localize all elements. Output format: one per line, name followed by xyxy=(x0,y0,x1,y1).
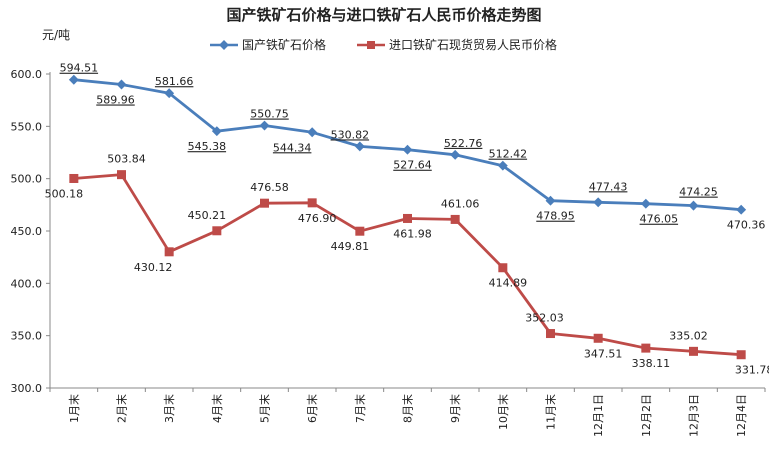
data-point-domestic xyxy=(354,141,365,152)
data-label-domestic: 527.64 xyxy=(393,159,432,172)
legend-label-domestic: 国产铁矿石价格 xyxy=(242,37,326,52)
x-tick-label: 9月末 xyxy=(448,394,462,423)
data-label-domestic: 550.75 xyxy=(250,108,289,121)
data-point-import xyxy=(307,198,317,208)
data-point-import xyxy=(212,226,222,236)
data-point-domestic xyxy=(450,149,461,160)
data-point-domestic xyxy=(211,126,222,137)
x-tick-label: 12月1日 xyxy=(592,394,605,437)
data-label-import: 461.06 xyxy=(441,197,480,210)
axes: 300.0 350.0 400.0 450.0 500.0 550.0 600.0 1月末 2月… xyxy=(11,68,766,437)
data-point-import xyxy=(69,173,79,183)
data-label-domestic: 544.34 xyxy=(273,141,312,154)
data-label-domestic: 581.66 xyxy=(155,75,194,88)
data-point-domestic xyxy=(164,88,175,99)
data-label-import: 430.12 xyxy=(134,261,173,274)
data-point-import xyxy=(164,247,174,257)
data-label-import: 450.21 xyxy=(188,209,227,222)
x-tick-label: 1月末 xyxy=(67,394,81,423)
data-label-import: 331.78 xyxy=(735,364,769,377)
x-tick-label: 2月末 xyxy=(115,394,129,423)
data-point-import xyxy=(117,170,126,180)
x-tick-label: 4月末 xyxy=(210,394,224,423)
data-label-import: 335.02 xyxy=(669,329,708,342)
x-tick-label: 11月末 xyxy=(544,394,558,430)
data-point-domestic xyxy=(259,120,270,131)
data-point-domestic xyxy=(736,204,747,215)
legend-label-import: 进口铁矿石现货贸易人民币价格 xyxy=(389,37,557,52)
data-label-import: 503.84 xyxy=(107,153,146,166)
chart-title: 国产铁矿石价格与进口铁矿石人民币价格走势图 xyxy=(226,6,541,24)
y-tick-label: 400.0 xyxy=(11,277,43,290)
data-label-domestic: 594.51 xyxy=(60,62,99,75)
data-label-domestic: 512.42 xyxy=(489,148,528,161)
data-point-import xyxy=(355,226,365,236)
y-tick-label: 300.0 xyxy=(11,382,43,395)
data-label-domestic: 476.05 xyxy=(640,213,679,226)
data-label-domestic: 470.36 xyxy=(727,219,766,232)
data-label-domestic: 474.25 xyxy=(679,186,718,199)
data-label-import: 476.58 xyxy=(250,181,289,194)
x-tick-label: 10月末 xyxy=(496,394,510,430)
x-tick-label: 12月4日 xyxy=(735,394,748,437)
data-label-domestic: 522.76 xyxy=(444,137,483,150)
data-label-import: 461.98 xyxy=(393,227,432,240)
data-label-domestic: 589.96 xyxy=(96,94,135,107)
series-line-import xyxy=(73,173,742,357)
data-labels: 594.51 589.96 581.66 545.38 550.75 544.34 530.… xyxy=(45,62,769,377)
data-label-domestic: 530.82 xyxy=(331,128,370,141)
x-tick-label: 12月3日 xyxy=(688,394,701,437)
legend-item-import: 进口铁矿石现货贸易人民币价格 xyxy=(357,37,557,52)
data-point-import xyxy=(498,263,508,273)
data-point-domestic xyxy=(116,79,127,90)
data-label-import: 338.11 xyxy=(632,357,671,370)
data-label-domestic: 478.95 xyxy=(536,210,575,223)
y-tick-label: 600.0 xyxy=(11,68,43,81)
legend-marker-domestic xyxy=(219,40,229,50)
x-tick-label: 7月末 xyxy=(353,394,367,423)
x-tick-label: 6月末 xyxy=(305,394,319,423)
y-tick-label: 550.0 xyxy=(11,120,43,133)
data-point-import xyxy=(689,346,698,356)
data-label-import: 449.81 xyxy=(331,240,370,253)
data-label-import: 414.89 xyxy=(489,277,528,290)
y-tick-label: 500.0 xyxy=(11,173,43,186)
series-line-domestic xyxy=(73,78,742,212)
legend-marker-import xyxy=(367,41,375,49)
data-label-import: 476.90 xyxy=(298,212,337,225)
data-point-domestic xyxy=(545,195,556,206)
data-point-import xyxy=(593,333,603,343)
data-point-domestic xyxy=(593,197,604,208)
data-point-import xyxy=(403,213,412,223)
data-point-import xyxy=(641,343,651,353)
x-tick-label: 5月末 xyxy=(258,394,272,423)
data-point-domestic xyxy=(307,127,318,138)
data-point-domestic xyxy=(68,74,79,85)
data-point-domestic xyxy=(402,144,413,155)
data-point-import xyxy=(260,198,269,208)
x-tick-label: 12月2日 xyxy=(640,394,653,437)
x-tick-label: 3月末 xyxy=(162,394,176,423)
legend-item-domestic: 国产铁矿石价格 xyxy=(210,37,326,52)
x-tick-label: 8月末 xyxy=(401,394,415,423)
y-tick-label: 350.0 xyxy=(11,330,43,343)
data-label-domestic: 545.38 xyxy=(188,140,227,153)
data-point-import xyxy=(450,214,460,224)
y-tick-label: 450.0 xyxy=(11,225,43,238)
legend: 国产铁矿石价格 进口铁矿石现货贸易人民币价格 xyxy=(210,37,557,52)
data-point-import xyxy=(736,350,746,360)
data-label-import: 500.18 xyxy=(45,187,84,200)
data-label-domestic: 477.43 xyxy=(589,180,628,193)
y-axis-unit-label: 元/吨 xyxy=(42,28,70,42)
data-point-import xyxy=(546,329,555,339)
data-label-import: 347.51 xyxy=(584,347,623,360)
data-point-domestic xyxy=(688,200,699,211)
data-label-import: 352.03 xyxy=(525,312,564,325)
data-point-domestic xyxy=(640,198,651,209)
